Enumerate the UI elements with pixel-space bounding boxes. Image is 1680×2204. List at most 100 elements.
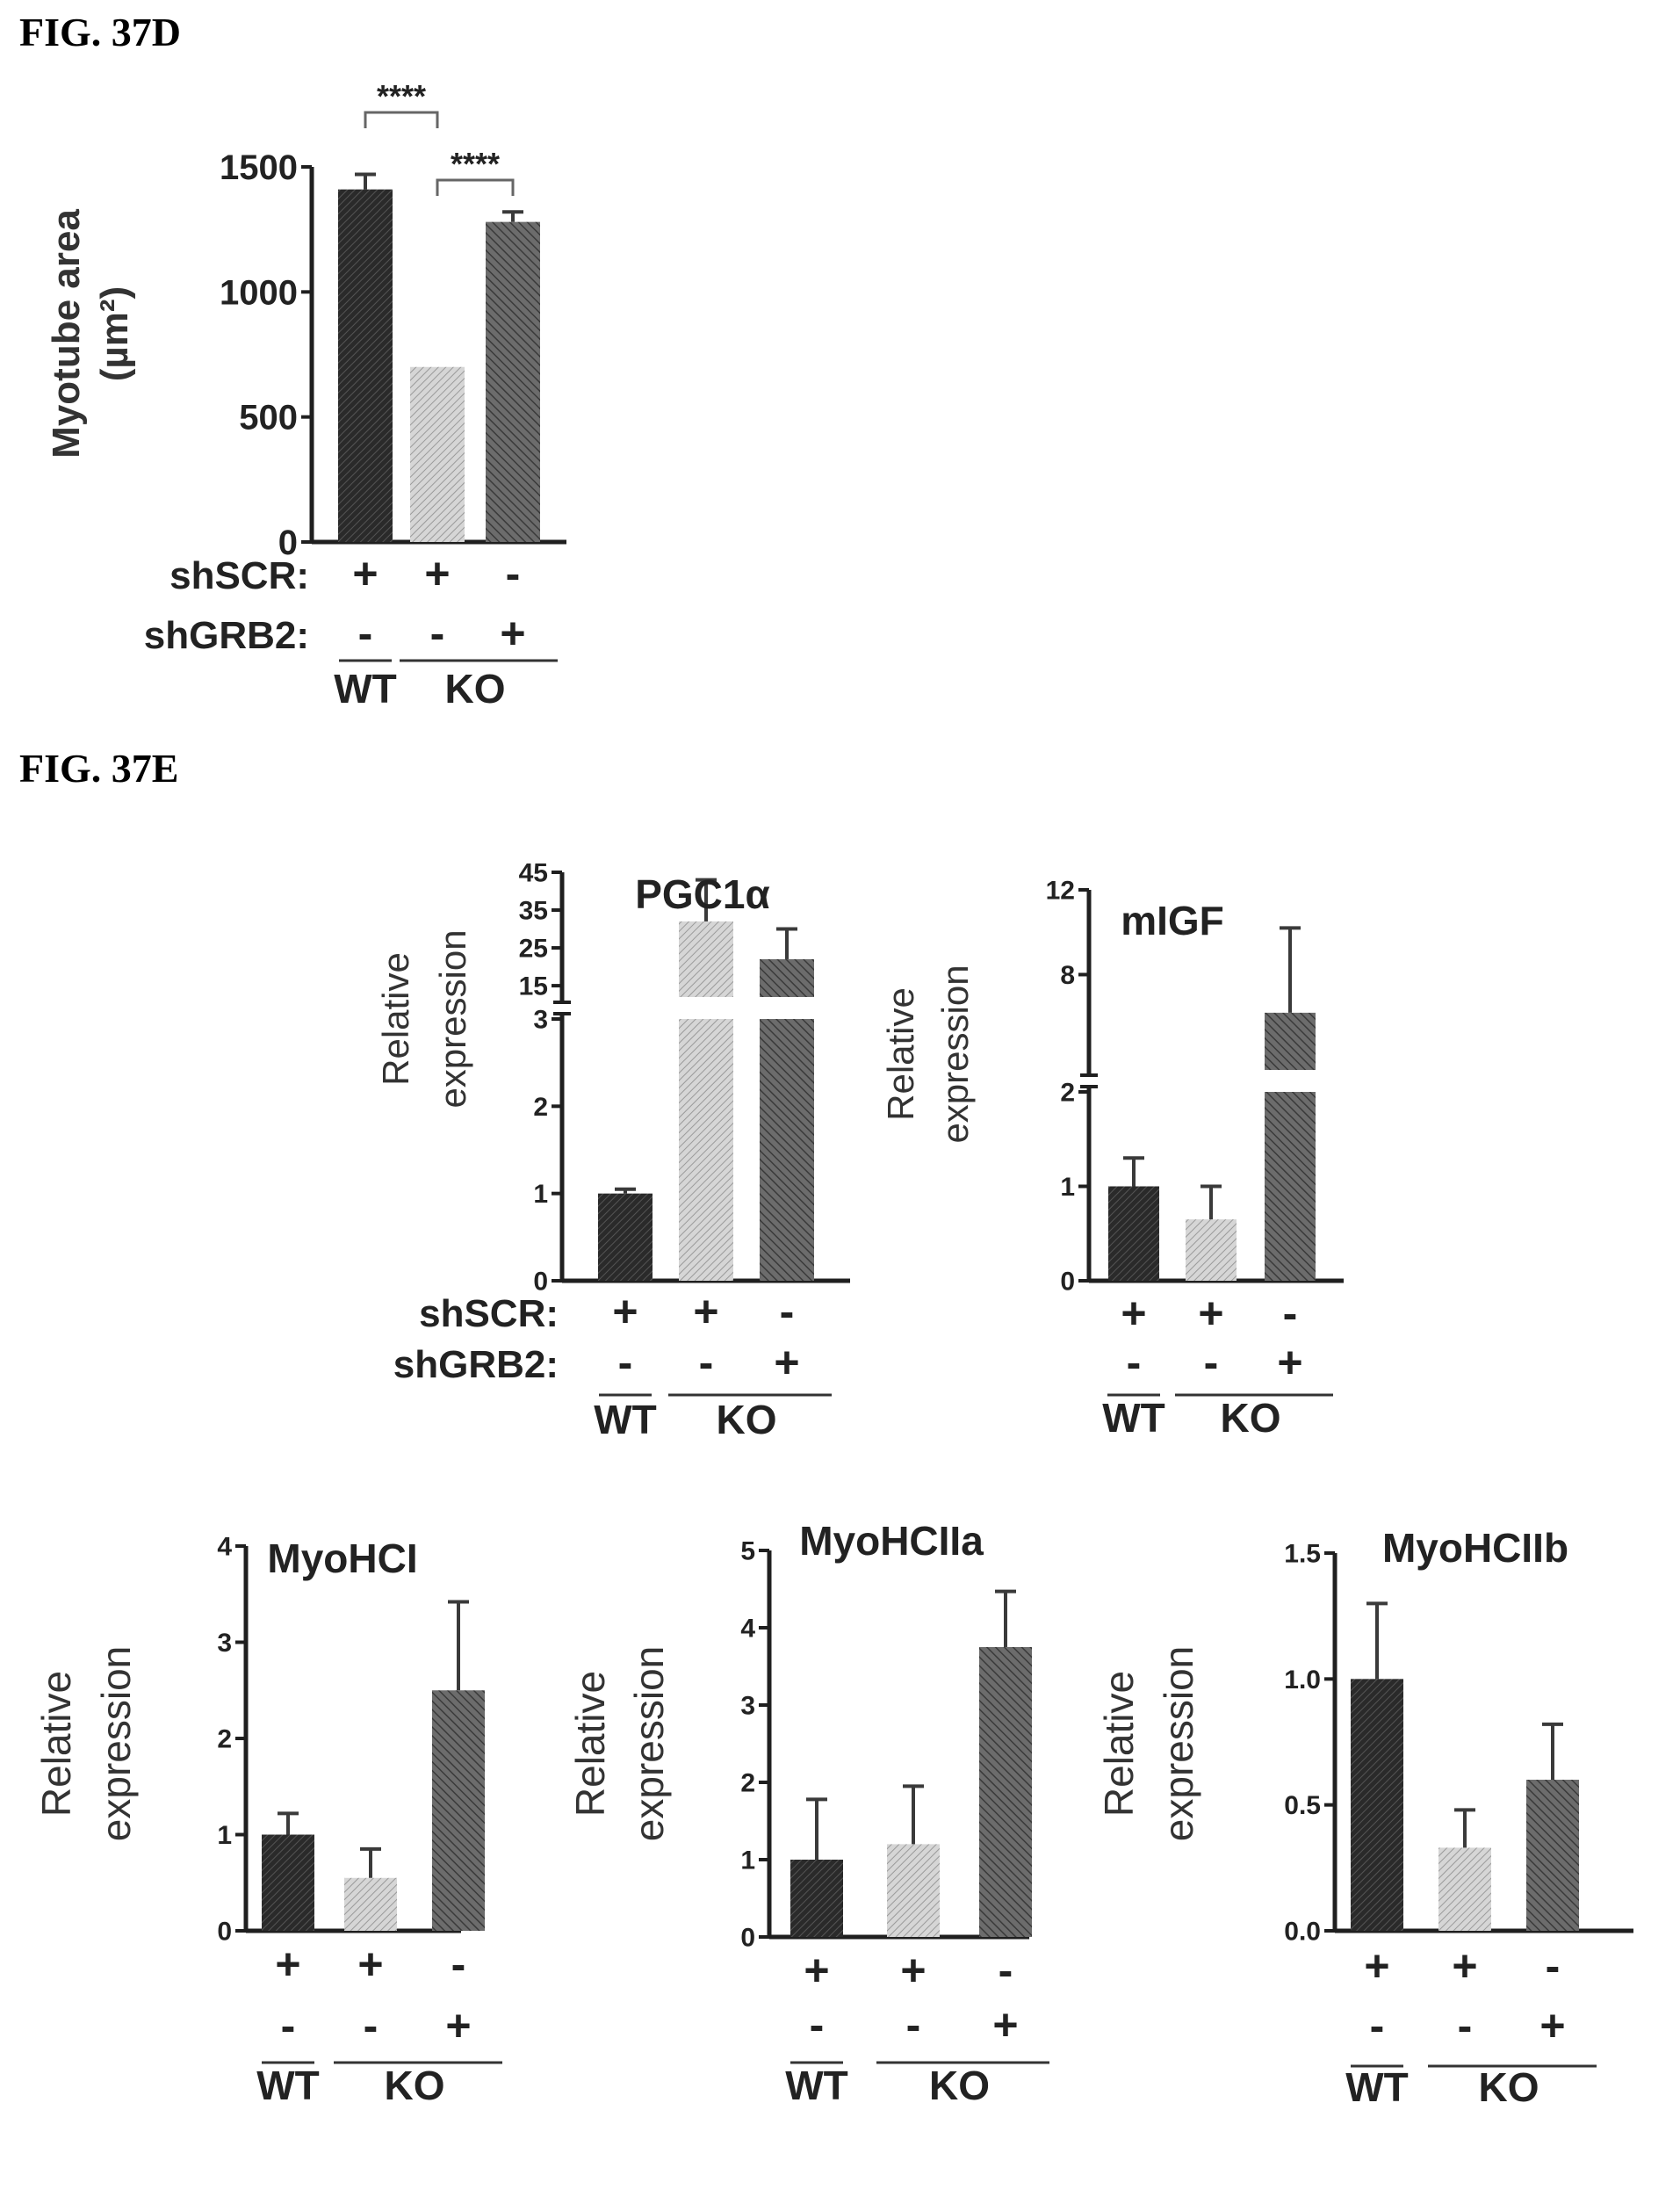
y-tick-label: 1 (1060, 1173, 1075, 1202)
bar (598, 1194, 653, 1281)
bar (790, 1860, 843, 1937)
chart-title: MyoHCIIb (1382, 1525, 1568, 1571)
bar (1265, 1013, 1316, 1070)
condition-shscr: + (693, 1287, 718, 1336)
y-tick-label: 3 (533, 1006, 548, 1035)
y-tick-label: 2 (1060, 1079, 1075, 1108)
condition-shgrb2: + (992, 2000, 1018, 2049)
y-tick-label: 25 (519, 935, 548, 964)
condition-shgrb2: - (1204, 1338, 1219, 1387)
bar (1265, 1092, 1316, 1281)
y-tick-label: 4 (217, 1533, 232, 1562)
condition-shgrb2: + (445, 2001, 471, 2050)
y-tick-label: 3 (740, 1692, 755, 1721)
y-axis-label-2: expression (934, 965, 976, 1143)
y-tick-label: 12 (1046, 877, 1075, 906)
group-label-wt: WT (256, 2063, 320, 2108)
condition-shgrb2: + (1277, 1338, 1302, 1387)
chart-title: MyoHCI (267, 1536, 417, 1581)
condition-shgrb2: - (358, 609, 373, 658)
condition-shscr: + (804, 1946, 829, 1995)
y-axis-label-2: expression (626, 1646, 672, 1841)
y-axis-label: Relative (375, 952, 416, 1086)
bar (1438, 1847, 1491, 1931)
bar (1351, 1679, 1403, 1931)
condition-shgrb2: - (1370, 2001, 1385, 2050)
y-tick-label: 35 (519, 897, 548, 926)
y-tick-label: 5 (740, 1537, 755, 1566)
bar (679, 921, 733, 997)
condition-shscr: + (1198, 1289, 1223, 1338)
bar (1186, 1219, 1237, 1281)
condition-shscr: + (612, 1287, 638, 1336)
y-tick-label: 0 (740, 1924, 755, 1953)
bar (760, 1019, 814, 1281)
y-tick-label: 1 (533, 1180, 548, 1209)
row-label-shscr: shSCR: (169, 554, 309, 597)
y-axis-label: Myotube area (45, 209, 88, 459)
chart-myohciib: 0.00.51.01.5MyoHCIIbRelativeexpression++… (1096, 1525, 1633, 2110)
y-tick-label: 1.5 (1284, 1540, 1321, 1569)
y-tick-label: 0 (1060, 1268, 1075, 1297)
y-tick-label: 4 (740, 1615, 755, 1644)
y-axis-label: Relative (880, 987, 921, 1121)
group-label-wt: WT (1345, 2064, 1409, 2110)
bar (432, 1690, 485, 1931)
group-label-wt: WT (594, 1397, 657, 1442)
row-label-shgrb2: shGRB2: (144, 614, 309, 657)
y-tick-label: 3 (217, 1629, 232, 1658)
condition-shscr: + (1452, 1941, 1477, 1991)
condition-shscr: - (999, 1946, 1013, 1995)
y-tick-label: 2 (740, 1769, 755, 1798)
y-tick-label: 1 (217, 1821, 232, 1850)
condition-shscr: + (275, 1940, 300, 1989)
group-label-ko: KO (717, 1397, 777, 1442)
significance-label: **** (451, 146, 500, 182)
condition-shgrb2: + (500, 609, 525, 658)
y-tick-label: 1.0 (1284, 1666, 1321, 1695)
chart-migf: 012812mIGFRelativeexpression++---+WTKO (880, 877, 1344, 1442)
y-tick-label: 8 (1060, 961, 1075, 990)
condition-shscr: + (424, 549, 450, 598)
condition-shgrb2: - (618, 1338, 633, 1387)
condition-shgrb2: + (774, 1338, 799, 1387)
condition-shgrb2: - (810, 2000, 825, 2049)
chart-myohci: 01234MyoHCIRelativeexpression++---+WTKO (33, 1533, 502, 2109)
y-axis-label: Relative (567, 1671, 613, 1817)
group-label-wt: WT (1102, 1395, 1165, 1441)
condition-shscr: + (1121, 1289, 1146, 1338)
condition-shscr: + (352, 549, 378, 598)
significance-label: **** (377, 78, 426, 114)
group-label-wt: WT (334, 666, 397, 712)
bar (410, 367, 465, 542)
group-label-ko: KO (445, 666, 506, 712)
bar (760, 959, 814, 997)
y-tick-label: 0.0 (1284, 1918, 1321, 1947)
bar (1108, 1187, 1159, 1282)
y-tick-label: 15 (519, 972, 548, 1001)
condition-shscr: - (451, 1940, 466, 1989)
condition-shgrb2: - (364, 2001, 379, 2050)
y-tick-label: 0.5 (1284, 1791, 1321, 1820)
chart-d: 050010001500Myotube area(µm²)++---+shSCR… (45, 78, 566, 712)
y-tick-label: 500 (239, 399, 298, 437)
row-label-shgrb2: shGRB2: (393, 1343, 559, 1386)
chart-myohciia: 012345MyoHCIIaRelativeexpression++---+WT… (567, 1518, 1049, 2108)
condition-shscr: + (1364, 1941, 1389, 1991)
chart-title: PGC1α (635, 871, 770, 917)
condition-shscr: + (900, 1946, 926, 1995)
chart-title: mIGF (1121, 898, 1224, 943)
y-tick-label: 2 (217, 1725, 232, 1754)
condition-shgrb2: + (1539, 2001, 1565, 2050)
condition-shgrb2: - (1458, 2001, 1473, 2050)
condition-shgrb2: - (906, 2000, 921, 2049)
y-axis-label: Relative (1096, 1671, 1142, 1817)
y-axis-label: Relative (33, 1671, 79, 1817)
condition-shscr: - (506, 549, 521, 598)
group-label-wt: WT (785, 2063, 848, 2108)
y-tick-label: 0 (217, 1918, 232, 1947)
significance-bracket (365, 112, 437, 128)
y-axis-label-2: (µm²) (93, 286, 136, 381)
y-axis-label-2: expression (432, 929, 473, 1108)
